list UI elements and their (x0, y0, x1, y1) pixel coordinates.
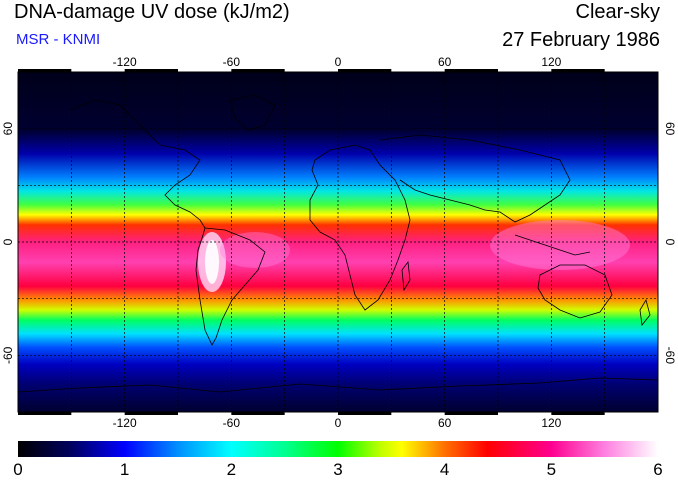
lon-tick-label-top: -60 (223, 55, 241, 69)
lon-tick-label-bottom: 0 (335, 416, 342, 430)
frame-block (338, 412, 392, 415)
left-latitude-ticks: 60 0 -60 (1, 122, 15, 364)
lon-tick-label-top: -120 (113, 55, 137, 69)
coastline-south-america (195, 227, 266, 346)
uv-high-pacific (490, 220, 630, 270)
frame-block (551, 412, 605, 415)
frame-block (231, 412, 285, 415)
colorbar-tick-labels: 0 1 2 3 4 5 6 (13, 460, 662, 479)
frame-block (124, 69, 178, 72)
colorbar (18, 441, 658, 457)
colorbar-tick-label: 4 (440, 460, 449, 479)
frame-block (18, 412, 72, 415)
frame-block (551, 69, 605, 72)
lat-tick-label-left: 0 (1, 238, 15, 245)
gridlines (18, 72, 658, 412)
colorbar-tick-label: 1 (120, 460, 129, 479)
coastline-asia (379, 134, 571, 223)
map-title: DNA-damage UV dose (kJ/m2) (14, 1, 290, 23)
frame-block (18, 69, 72, 72)
date-label: 27 February 1986 (502, 29, 660, 51)
colorbar-tick-label: 0 (13, 460, 22, 479)
coastline-europe-africa (309, 144, 411, 311)
top-longitude-ticks: -120 -60 0 60 120 (18, 55, 605, 72)
lon-tick-label-bottom: -120 (113, 416, 137, 430)
frame-block (231, 69, 285, 72)
lat-tick-label-right: 0 (663, 239, 677, 246)
coastlines (17, 94, 659, 393)
coastline-indonesia (514, 234, 591, 256)
source-label: MSR - KNMI (16, 31, 101, 48)
lat-tick-label-left: -60 (1, 346, 15, 364)
colorbar-tick-label: 6 (653, 460, 662, 479)
coastline-madagascar (401, 260, 411, 292)
coastline-antarctica (17, 377, 659, 393)
coastline-greenland (229, 94, 276, 131)
lon-tick-label-top: 120 (541, 55, 561, 69)
coastline-australia (537, 264, 613, 319)
map-frame (17, 71, 659, 413)
lat-tick-label-right: 60 (663, 122, 677, 136)
colorbar-tick-label: 2 (227, 460, 236, 479)
uv-maximum-andes-core (205, 240, 219, 284)
bottom-longitude-ticks: -120 -60 0 60 120 (18, 412, 605, 430)
lon-tick-label-top: 60 (438, 55, 452, 69)
lat-tick-label-right: -60 (663, 347, 677, 365)
sky-condition-label: Clear-sky (575, 1, 660, 23)
lon-tick-label-bottom: 120 (541, 416, 561, 430)
colorbar-tick-label: 3 (333, 460, 342, 479)
coastline-new-zealand (639, 298, 651, 326)
right-latitude-ticks: 60 0 -60 (663, 122, 677, 364)
frame-block (124, 412, 178, 415)
lon-tick-label-top: 0 (335, 55, 342, 69)
lon-tick-label-bottom: -60 (223, 416, 241, 430)
frame-block (444, 412, 498, 415)
frame-block (444, 69, 498, 72)
colorbar-tick-label: 5 (547, 460, 556, 479)
lon-tick-label-bottom: 60 (438, 416, 452, 430)
frame-block (338, 69, 392, 72)
coastline-north-america (69, 99, 206, 229)
uv-high-south-america (220, 232, 290, 268)
lat-tick-label-left: 60 (1, 122, 15, 136)
